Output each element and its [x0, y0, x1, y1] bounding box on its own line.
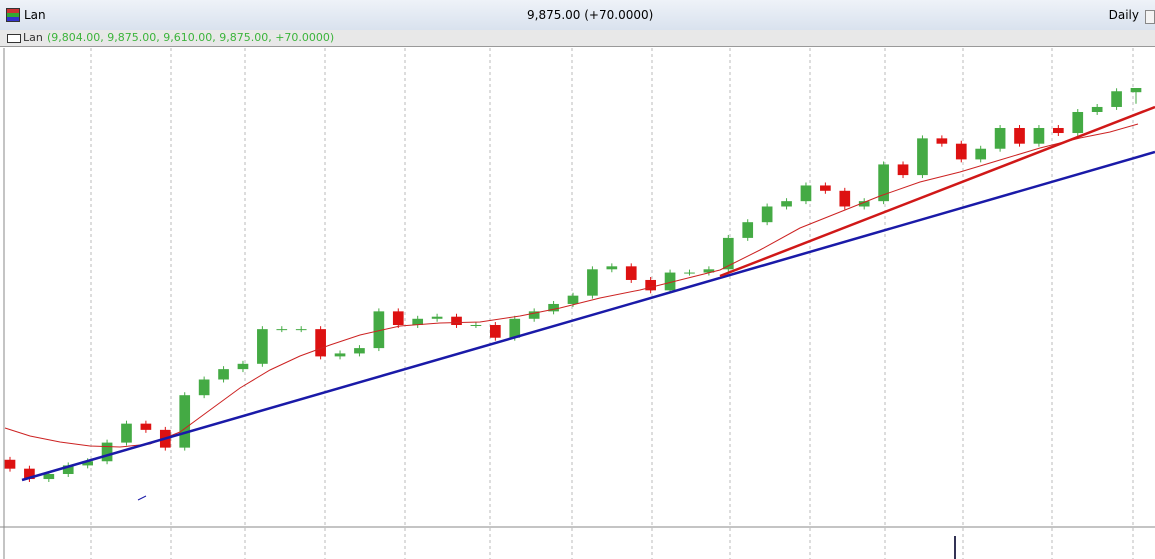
- candle-body: [451, 316, 462, 325]
- candle-body: [664, 272, 676, 291]
- candle-body: [645, 279, 656, 291]
- candle-body: [761, 206, 773, 223]
- candle-body: [4, 459, 16, 469]
- candle-body: [1091, 106, 1103, 112]
- symbol: Lan: [24, 8, 46, 22]
- candle-body: [315, 329, 326, 357]
- candle-body: [781, 201, 792, 207]
- candle-body: [625, 266, 637, 280]
- candle-body: [1033, 127, 1045, 144]
- candle-body: [490, 324, 501, 338]
- legend-name: Lan: [23, 31, 43, 44]
- candle-body: [354, 348, 365, 354]
- candle-body: [1072, 111, 1084, 134]
- candle-body: [994, 127, 1006, 149]
- period[interactable]: Daily: [1108, 8, 1139, 22]
- time-grid: [90, 48, 1134, 559]
- legend-values: (9,804.00, 9,875.00, 9,610.00, 9,875.00,…: [47, 31, 335, 44]
- drawing-mark[interactable]: [137, 495, 147, 501]
- candle-body: [237, 363, 249, 370]
- candle-body: [975, 148, 987, 160]
- app-icon[interactable]: [6, 8, 20, 22]
- candle-body: [276, 329, 288, 331]
- candle-body: [839, 190, 851, 207]
- candle-body: [334, 353, 346, 357]
- candle-body: [703, 269, 715, 273]
- candle-body: [101, 442, 113, 462]
- candle-body: [198, 379, 210, 396]
- candle-body: [567, 295, 579, 304]
- candle-body: [820, 185, 831, 191]
- candle-body: [509, 318, 521, 338]
- candle-body: [431, 316, 443, 319]
- candle-body: [548, 303, 559, 312]
- candle-body: [470, 324, 482, 326]
- candle-body: [373, 311, 385, 349]
- candle-body: [392, 311, 404, 325]
- candle-body: [858, 201, 870, 207]
- quote: 9,875.00 (+70.0000): [527, 8, 654, 22]
- candle-body: [257, 329, 268, 364]
- candle-body: [1130, 88, 1142, 93]
- candle-body: [684, 272, 695, 274]
- candle-body: [218, 369, 229, 380]
- trend-line-support[interactable]: [21, 150, 1155, 482]
- candle-body: [43, 474, 55, 480]
- candle-body: [742, 222, 754, 238]
- candle-body: [936, 138, 948, 144]
- legend-swatch: [7, 34, 21, 43]
- legend-bar: Lan (9,804.00, 9,875.00, 9,610.00, 9,875…: [0, 30, 1155, 47]
- candle-body: [62, 465, 74, 475]
- trend-line-short[interactable]: [719, 105, 1155, 278]
- candle-body: [878, 164, 889, 202]
- candle-body: [82, 461, 93, 466]
- candle-body: [800, 185, 812, 202]
- candle-body: [917, 138, 928, 176]
- candle-body: [121, 423, 132, 443]
- candle-body: [1111, 91, 1122, 107]
- candle-body: [587, 269, 598, 296]
- candle-body: [528, 311, 540, 319]
- candle-body: [897, 164, 909, 176]
- candle-body: [179, 395, 191, 448]
- candle-body: [295, 329, 307, 331]
- candle-body: [722, 237, 734, 270]
- candle-body: [1014, 127, 1025, 144]
- candle-body: [955, 143, 967, 160]
- candle-body: [412, 318, 424, 325]
- candle-body: [140, 423, 152, 430]
- candle-body: [1053, 127, 1064, 134]
- candle-body: [606, 266, 618, 270]
- candle-body: [24, 468, 35, 480]
